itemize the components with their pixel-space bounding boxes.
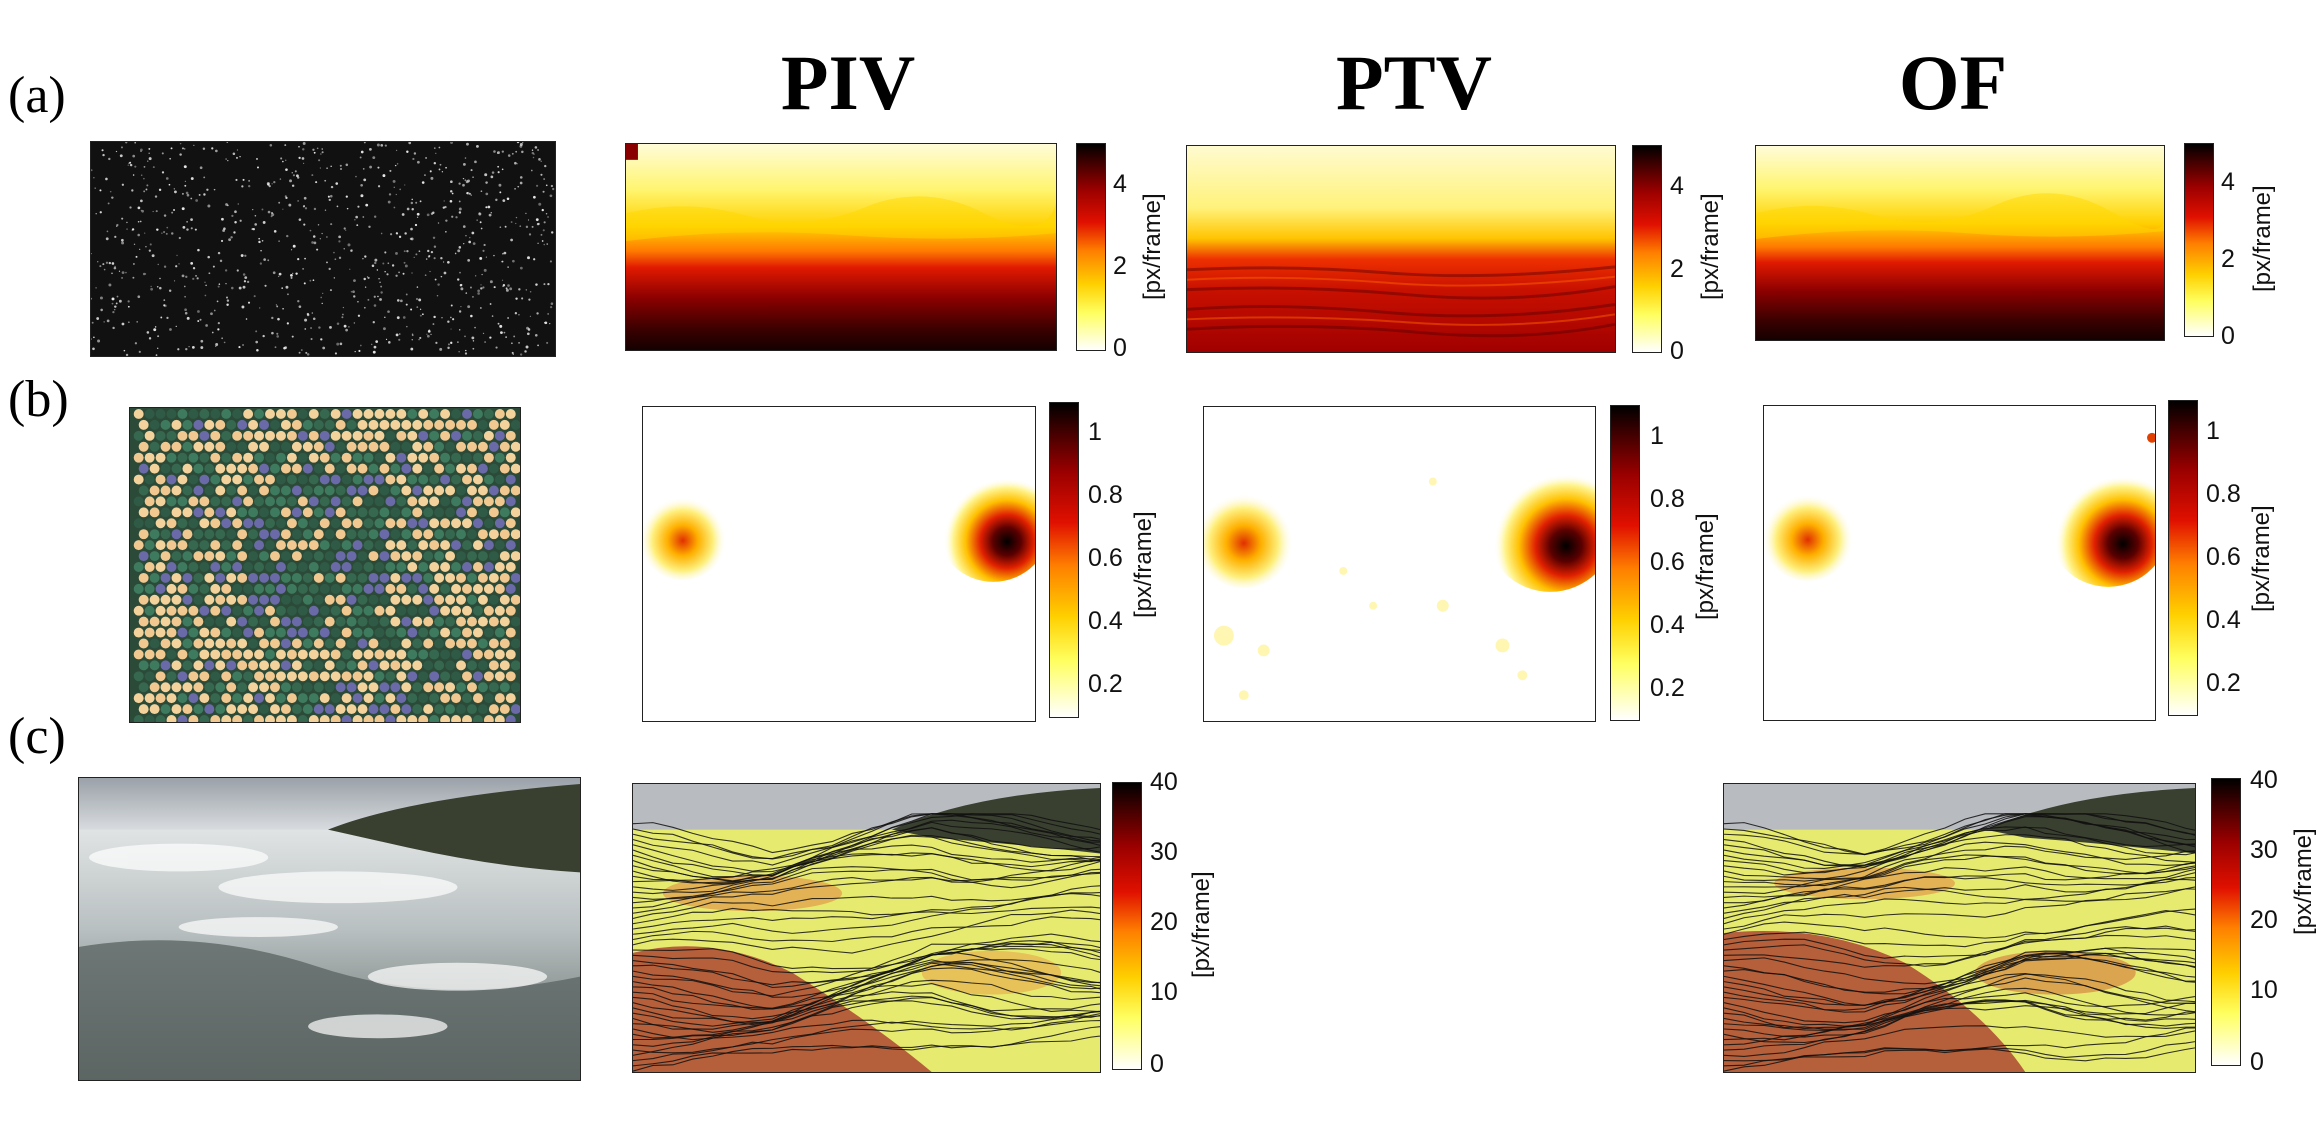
colorbar-c-of — [2211, 778, 2241, 1066]
colorbar-b-ptv — [1610, 405, 1640, 721]
colorbar-unit: [px/frame] — [1692, 513, 1719, 620]
colorbar-tick: 2 — [2221, 245, 2235, 273]
colorbar-tick: 0.6 — [2206, 543, 2241, 571]
column-header-ptv: PTV — [1336, 39, 1492, 126]
colorbar-tick: 0.2 — [2206, 669, 2241, 697]
colorbar-tick: 0 — [1113, 334, 1127, 362]
piv-velocity-map-c — [632, 783, 1101, 1073]
of-velocity-map-c — [1723, 783, 2196, 1073]
colorbar-a-piv — [1076, 143, 1106, 351]
colorbar-unit: [px/frame] — [2248, 505, 2275, 612]
colorbar-tick: 40 — [1150, 768, 1178, 796]
particle-image — [90, 141, 556, 357]
colorbar-unit: [px/frame] — [1139, 193, 1166, 300]
colorbar-tick: 0.8 — [2206, 480, 2241, 508]
colorbar-unit: [px/frame] — [2249, 185, 2276, 292]
colorbar-tick: 20 — [2250, 906, 2278, 934]
colorbar-tick: 0.8 — [1650, 485, 1685, 513]
colorbar-tick: 0 — [2250, 1048, 2264, 1076]
row-label-b: (b) — [8, 371, 69, 428]
ptv-velocity-map-b — [1203, 406, 1596, 722]
colorbar-tick: 0.2 — [1650, 674, 1685, 702]
colorbar-tick: 30 — [2250, 836, 2278, 864]
column-header-of: OF — [1898, 39, 2008, 126]
colorbar-tick: 2 — [1113, 252, 1127, 280]
colorbar-a-of — [2184, 143, 2214, 337]
colorbar-unit: [px/frame] — [1697, 193, 1724, 300]
colorbar-unit: [px/frame] — [1188, 871, 1215, 978]
granular-beads-image — [129, 407, 521, 723]
waterfall-photo — [78, 777, 581, 1081]
colorbar-b-piv — [1049, 402, 1079, 718]
colorbar-tick: 40 — [2250, 766, 2278, 794]
colorbar-b-of — [2168, 400, 2198, 716]
colorbar-tick: 0.2 — [1088, 670, 1123, 698]
colorbar-tick: 0.4 — [2206, 606, 2241, 634]
colorbar-tick: 0.4 — [1650, 611, 1685, 639]
of-velocity-map-b — [1763, 405, 2156, 721]
of-velocity-map-a — [1755, 145, 2165, 341]
colorbar-tick: 10 — [2250, 976, 2278, 1004]
row-label-c: (c) — [8, 708, 66, 765]
colorbar-unit: [px/frame] — [2290, 828, 2317, 935]
colorbar-tick: 0 — [2221, 322, 2235, 350]
piv-velocity-map-b — [642, 406, 1036, 722]
colorbar-tick: 1 — [2206, 417, 2220, 445]
colorbar-tick: 4 — [1113, 170, 1127, 198]
piv-velocity-map-a — [625, 143, 1057, 351]
colorbar-tick: 30 — [1150, 838, 1178, 866]
colorbar-tick: 0.6 — [1088, 544, 1123, 572]
column-header-piv: PIV — [780, 39, 916, 126]
colorbar-tick: 4 — [1670, 172, 1684, 200]
colorbar-tick: 2 — [1670, 255, 1684, 283]
colorbar-tick: 1 — [1088, 418, 1102, 446]
colorbar-tick: 20 — [1150, 908, 1178, 936]
colorbar-tick: 4 — [2221, 168, 2235, 196]
ptv-velocity-map-a — [1186, 145, 1616, 353]
colorbar-tick: 1 — [1650, 422, 1664, 450]
colorbar-a-ptv — [1632, 145, 1662, 353]
row-label-a: (a) — [8, 67, 66, 124]
colorbar-unit: [px/frame] — [1130, 511, 1157, 618]
colorbar-tick: 0.6 — [1650, 548, 1685, 576]
colorbar-c-piv — [1112, 782, 1142, 1070]
colorbar-tick: 0 — [1150, 1050, 1164, 1078]
colorbar-tick: 0.8 — [1088, 481, 1123, 509]
colorbar-tick: 0.4 — [1088, 607, 1123, 635]
colorbar-tick: 0 — [1670, 337, 1684, 365]
colorbar-tick: 10 — [1150, 978, 1178, 1006]
